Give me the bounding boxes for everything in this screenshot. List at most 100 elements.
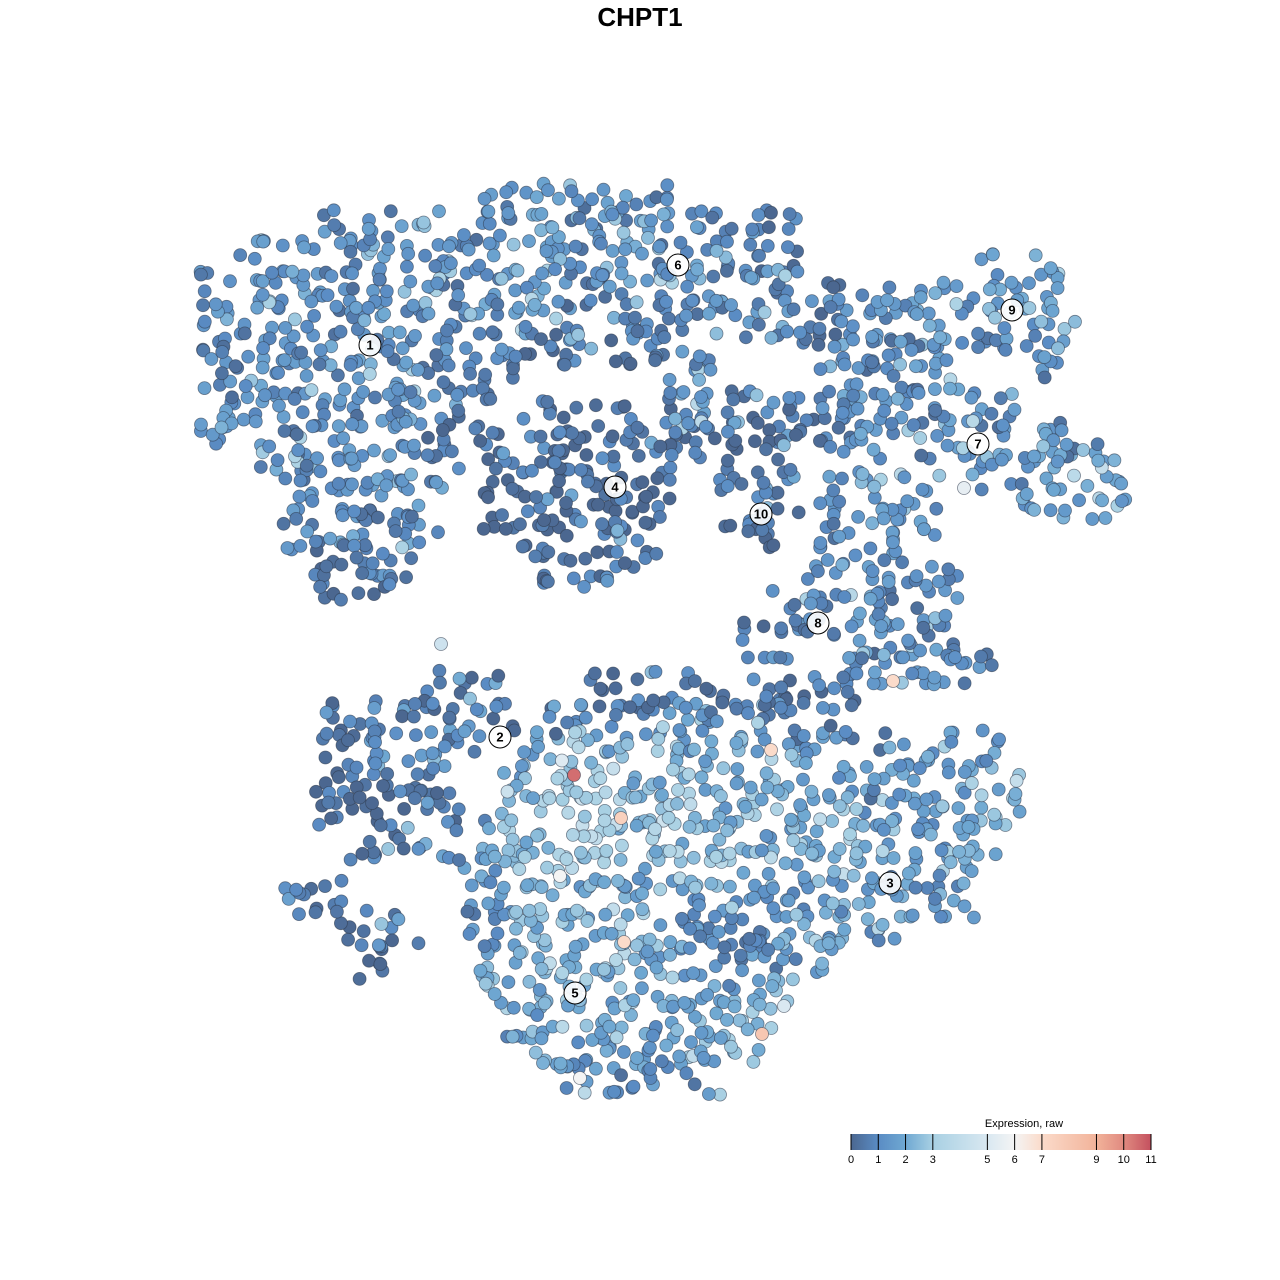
point [1036, 439, 1051, 454]
cluster-label-badge [603, 475, 627, 499]
point [541, 574, 555, 589]
point [837, 922, 852, 937]
point [530, 1008, 545, 1022]
point [906, 418, 921, 432]
point [709, 714, 724, 729]
point [568, 725, 582, 740]
point [911, 386, 926, 400]
point [393, 784, 408, 799]
point [1027, 502, 1042, 517]
point [809, 824, 824, 839]
point [620, 737, 635, 752]
point [777, 999, 791, 1013]
point [685, 293, 700, 308]
point [890, 617, 905, 631]
point [740, 1022, 755, 1037]
point [626, 776, 641, 791]
point [617, 399, 632, 414]
point [511, 300, 526, 315]
point [752, 248, 766, 263]
point [442, 239, 456, 254]
point [214, 366, 229, 381]
point [349, 300, 364, 315]
point [720, 234, 734, 249]
point [510, 263, 525, 278]
point [928, 286, 943, 301]
point [696, 1051, 711, 1065]
point [473, 963, 488, 978]
legend-ticks: 0 1 2 3 5 6 7 9 10 11 [848, 1134, 1157, 1166]
point [585, 192, 599, 207]
point [742, 931, 757, 946]
point [331, 419, 346, 434]
point [849, 377, 864, 392]
point [345, 266, 360, 281]
point [971, 340, 985, 355]
point [770, 501, 785, 516]
point [635, 981, 649, 996]
point [996, 418, 1010, 433]
point [741, 706, 755, 721]
point [725, 900, 739, 915]
point [494, 271, 509, 286]
point [765, 979, 780, 993]
point [803, 596, 818, 611]
point [778, 856, 793, 871]
point [539, 244, 554, 259]
point [855, 467, 870, 481]
point [406, 298, 421, 313]
point [635, 475, 650, 490]
point [935, 799, 950, 814]
point [611, 874, 625, 888]
point [812, 321, 827, 336]
point [687, 1077, 702, 1092]
point [391, 404, 406, 419]
point [724, 221, 739, 236]
point [919, 792, 934, 807]
point [486, 711, 501, 726]
point [537, 513, 551, 527]
point [694, 390, 708, 404]
point [508, 283, 523, 298]
point [892, 787, 907, 802]
point [782, 402, 796, 417]
point [371, 938, 386, 953]
point [427, 388, 442, 403]
point [361, 221, 376, 236]
legend-tick-label: 6 [1012, 1154, 1018, 1166]
point [781, 222, 796, 236]
point [773, 650, 788, 665]
point [882, 740, 897, 755]
point [759, 442, 773, 457]
point [853, 426, 868, 441]
point [952, 844, 966, 859]
point [665, 970, 680, 985]
point [702, 306, 716, 321]
point [391, 382, 406, 397]
point [481, 896, 496, 911]
point [915, 482, 930, 497]
point [388, 524, 403, 538]
point [826, 626, 841, 641]
point [964, 776, 979, 790]
point [605, 243, 620, 258]
point [877, 553, 892, 568]
point [344, 451, 359, 466]
point [885, 592, 899, 607]
point [648, 353, 662, 368]
point [429, 475, 444, 490]
point [370, 510, 385, 525]
point [754, 843, 769, 858]
point [534, 880, 549, 894]
point [706, 818, 721, 833]
cluster-label-text: 9 [1008, 303, 1015, 318]
cluster-label-3: 3 [878, 871, 902, 895]
point [399, 355, 414, 370]
point [515, 539, 530, 554]
point [880, 293, 894, 308]
point [928, 891, 942, 906]
point [214, 420, 229, 435]
point [709, 326, 724, 341]
point [481, 452, 496, 467]
point [863, 541, 878, 556]
